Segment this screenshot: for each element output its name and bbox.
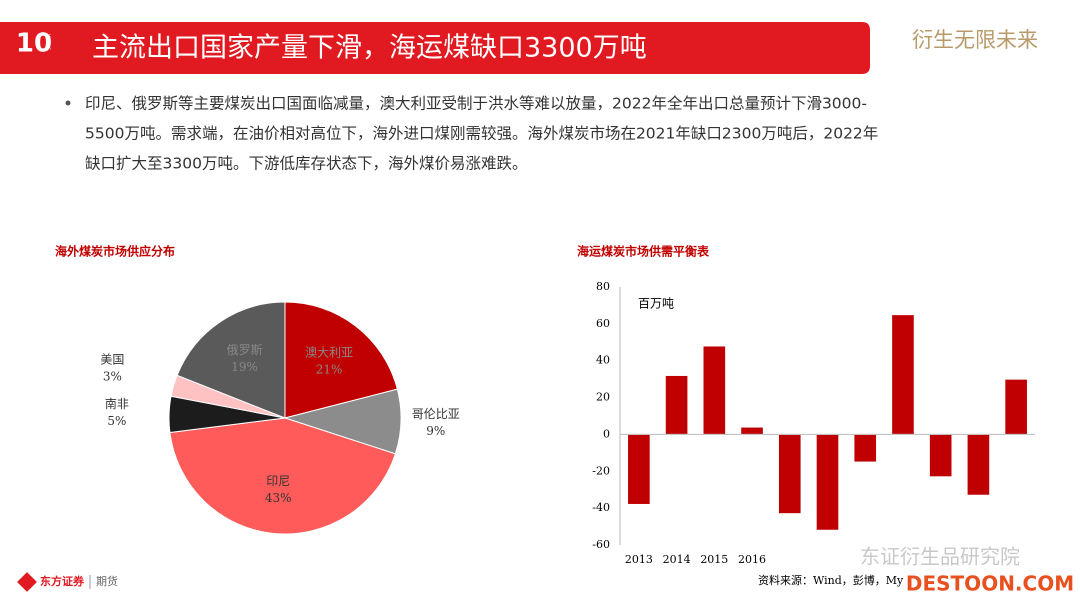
bar — [1004, 378, 1028, 435]
bullet-line: 印尼、俄罗斯等主要煤炭出口国面临减量，澳大利亚受制于洪水等难以放量，2022年全… — [85, 95, 867, 113]
pie-slice — [169, 417, 396, 535]
pie-label: 南非 — [105, 396, 129, 411]
bar — [664, 374, 689, 435]
pie-value-label: 21% — [316, 363, 343, 377]
bar — [740, 426, 764, 435]
y-tick-label: -60 — [592, 538, 610, 551]
x-tick-label: 2016 — [738, 553, 766, 566]
pie-value-label: 5% — [107, 414, 126, 428]
charts: 澳大利亚 21% 哥伦比亚 9% 印尼 43% 南非 5% 美国 3% 俄罗斯 19% -60 -40 -2… — [100, 280, 1035, 566]
x-tick-label: 2013 — [625, 553, 653, 566]
pie-value-label: 43% — [265, 491, 292, 505]
y-tick-label: 80 — [596, 280, 610, 293]
watermark-site: DESTOON.COM — [906, 572, 1074, 596]
watermark: 东证衍生品研究院 — [860, 545, 1020, 569]
y-tick-label: 40 — [596, 354, 610, 367]
bar — [777, 433, 802, 515]
pie-label: 澳大利亚 — [305, 346, 353, 360]
title: 主流出口国家产量下滑，海运煤缺口3300万吨 — [92, 33, 647, 64]
pie-label: 哥伦比亚 — [412, 406, 460, 421]
bullet-line: 缺口扩大至3300万吨。下游低库存状态下，海外煤价易涨难跌。 — [85, 155, 527, 173]
bar — [627, 433, 651, 505]
slogan: 衍生无限未来 — [912, 28, 1038, 52]
unit-label: 百万吨 — [638, 297, 674, 311]
bullet-dot — [65, 100, 71, 106]
footer-division: 期货 — [96, 574, 118, 588]
bullet-line: 5500万吨。需求端，在油价相对高位下，海外进口煤刚需较强。海外煤炭市场在202… — [85, 125, 878, 143]
pie-value-label: 19% — [231, 360, 258, 374]
x-tick-label: 2015 — [700, 553, 728, 566]
chart-title: 海运煤炭市场供需平衡表 — [577, 244, 710, 259]
logo-sub: YEARS — [45, 33, 51, 50]
logo: 10 — [16, 29, 52, 59]
footer-logo-mark — [17, 572, 37, 592]
pie-slice — [284, 301, 398, 419]
pie-label: 美国 — [100, 352, 124, 366]
chart-title: 海外煤炭市场供应分布 — [55, 244, 175, 259]
y-tick-label: 20 — [596, 391, 610, 404]
bar — [702, 345, 727, 435]
source: 资料来源：Wind，彭博，My — [758, 573, 904, 587]
bar — [891, 314, 915, 435]
y-tick-label: 0 — [603, 427, 610, 440]
pie-value-label: 9% — [426, 424, 445, 438]
y-tick-label: 60 — [596, 317, 610, 330]
pie-label: 俄罗斯 — [227, 343, 263, 357]
pie-value-label: 3% — [103, 369, 122, 383]
y-tick-label: -40 — [592, 501, 610, 514]
pie-slice — [176, 301, 286, 419]
x-tick-label: 2014 — [663, 553, 691, 566]
bar — [853, 433, 878, 463]
header-bar — [0, 22, 870, 74]
y-tick-label: -20 — [592, 464, 610, 477]
pie-label: 印尼 — [266, 474, 290, 488]
footer-brand: 东方证券 — [40, 574, 85, 588]
bar — [815, 433, 840, 531]
bar — [928, 433, 953, 478]
bar — [966, 433, 991, 496]
